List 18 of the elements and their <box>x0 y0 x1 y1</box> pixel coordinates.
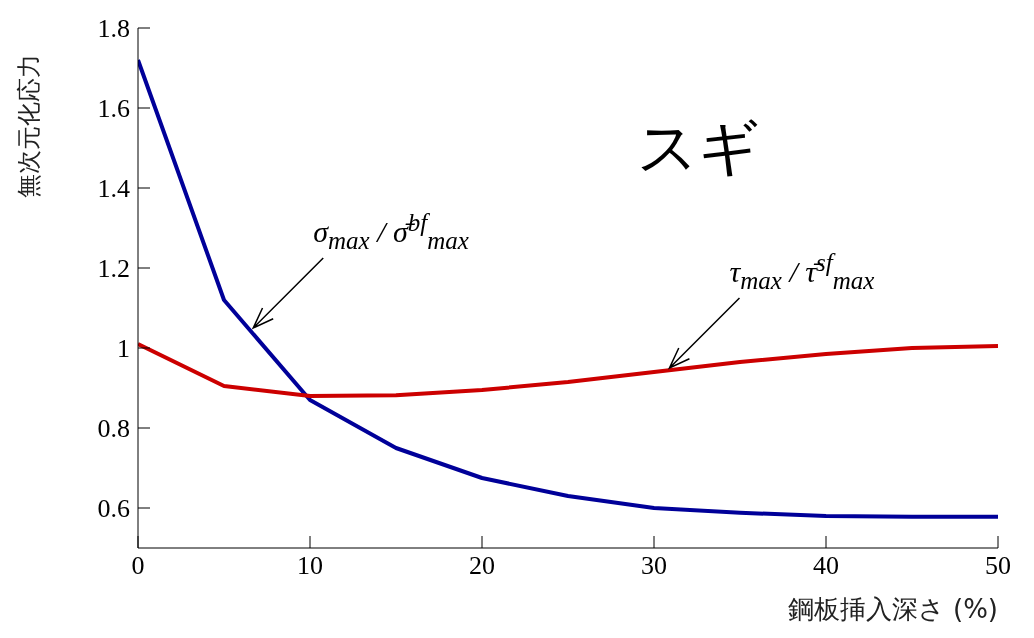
y-tick-label: 1.2 <box>97 254 130 284</box>
x-tick-label: 40 <box>813 551 839 581</box>
x-tick-label: 0 <box>131 551 145 581</box>
x-tick-label: 10 <box>297 551 323 581</box>
annotation: スギ <box>636 111 759 184</box>
x-tick-label: 30 <box>641 551 667 581</box>
y-tick-label: 1.6 <box>97 94 130 124</box>
line-series <box>138 58 998 519</box>
line-series <box>138 342 998 398</box>
x-tick-label: 20 <box>469 551 495 581</box>
y-tick-label: 1.8 <box>97 14 130 44</box>
y-tick-label: 0.8 <box>97 414 130 444</box>
y-tick-label: 0.6 <box>97 494 130 524</box>
x-tick-label: 50 <box>985 551 1011 581</box>
y-axis-title: 無次元化応力 <box>14 54 43 198</box>
y-tick-label: 1.4 <box>97 174 130 204</box>
x-axis-title: 鋼板挿入深さ (%) <box>787 594 998 624</box>
y-tick-label: 1 <box>117 334 130 364</box>
